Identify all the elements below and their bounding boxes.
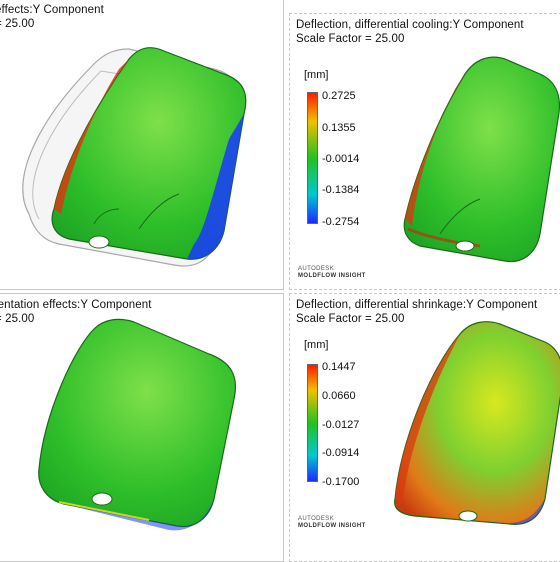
brand-text: AUTODESK [298, 516, 335, 522]
legend-tick-mid: -0.0014 [322, 153, 360, 165]
legend-tick-low: -0.1384 [322, 184, 360, 196]
legend-unit: [mm] [304, 339, 329, 351]
legend-unit: [mm] [304, 69, 329, 81]
result-panel-bottom-right: Deflection, differential shrinkage:Y Com… [289, 293, 560, 562]
plot-title: effects:Y Component = 25.00 [0, 3, 104, 31]
autodesk-logo: AUTODESK MOLDFLOW INSIGHT [298, 516, 366, 530]
legend-tick-min: -0.2754 [322, 216, 360, 228]
deflection-model-view[interactable] [0, 0, 284, 290]
deflection-model-view[interactable] [290, 14, 560, 290]
result-panel-bottom-left: ientation effects:Y Component = 25.00 [0, 293, 284, 562]
legend-tick-max: 0.1447 [322, 361, 356, 373]
autodesk-logo: AUTODESK MOLDFLOW INSIGHT [298, 266, 366, 280]
scale-factor-text: = 25.00 [0, 313, 35, 325]
deflection-model-view[interactable] [0, 294, 284, 562]
legend-tick-high: 0.1355 [322, 122, 356, 134]
plot-title-text: ientation effects:Y Component [0, 299, 152, 311]
legend-tick-high: 0.0660 [322, 390, 356, 402]
color-legend-bar [307, 92, 318, 224]
color-legend-bar [307, 364, 318, 482]
brand-text: AUTODESK [298, 266, 335, 272]
plot-title-text: Deflection, differential cooling:Y Compo… [296, 19, 524, 31]
plot-title: ientation effects:Y Component = 25.00 [0, 298, 152, 326]
legend-tick-min: -0.1700 [322, 476, 360, 488]
plot-title: Deflection, differential cooling:Y Compo… [296, 18, 524, 46]
deflection-model-view[interactable] [290, 294, 560, 562]
legend-tick-low: -0.0914 [322, 447, 360, 459]
result-panel-top-left: effects:Y Component = 25.00 [0, 0, 284, 290]
legend-tick-max: 0.2725 [322, 90, 356, 102]
plot-title: Deflection, differential shrinkage:Y Com… [296, 298, 537, 326]
result-panel-top-right: Deflection, differential cooling:Y Compo… [289, 13, 560, 290]
legend-tick-mid: -0.0127 [322, 419, 360, 431]
product-text: MOLDFLOW INSIGHT [298, 523, 366, 529]
scale-factor-text: Scale Factor = 25.00 [296, 313, 405, 325]
scale-factor-text: = 25.00 [0, 18, 35, 30]
plot-title-text: effects:Y Component [0, 4, 104, 16]
scale-factor-text: Scale Factor = 25.00 [296, 33, 405, 45]
product-text: MOLDFLOW INSIGHT [298, 273, 366, 279]
plot-title-text: Deflection, differential shrinkage:Y Com… [296, 299, 538, 311]
